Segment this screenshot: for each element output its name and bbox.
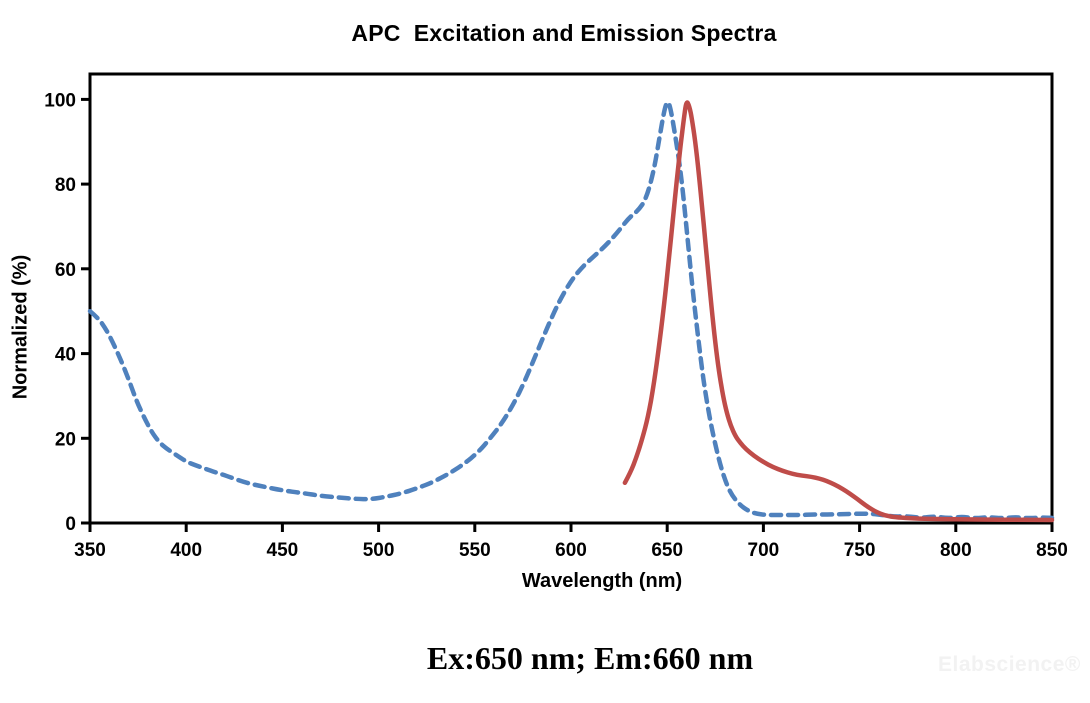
x-tick-label: 400 [170, 540, 202, 561]
x-tick-label: 550 [459, 540, 491, 561]
plot-border [88, 72, 1054, 525]
y-tick-label: 100 [44, 90, 76, 111]
x-tick-label: 650 [651, 540, 683, 561]
x-tick-label: 750 [844, 540, 876, 561]
ex-em-annotation: Ex:650 nm; Em:660 nm [426, 640, 754, 676]
x-tick-label: 700 [748, 540, 780, 561]
emission-curve [622, 100, 1055, 523]
x-tick-label: 600 [555, 540, 587, 561]
excitation-curve [87, 100, 1055, 521]
y-tick-label: 60 [55, 260, 76, 281]
x-tick-label: 450 [267, 540, 299, 561]
x-tick-label: 500 [363, 540, 395, 561]
y-tick-label: 40 [55, 345, 76, 366]
x-tick-label: 350 [74, 540, 106, 561]
x-tick-label: 850 [1036, 540, 1068, 561]
y-axis-title: Normalized (%) [9, 254, 32, 400]
y-tick-label: 80 [55, 175, 76, 196]
x-axis-title: Wavelength (nm) [521, 570, 683, 592]
y-tick-label: 20 [55, 429, 76, 450]
y-tick-label: 0 [65, 514, 76, 535]
chart-title: APC Excitation and Emission Spectra [351, 20, 777, 46]
x-tick-label: 800 [940, 540, 972, 561]
elabscience-watermark: Elabscience® [938, 653, 1081, 676]
